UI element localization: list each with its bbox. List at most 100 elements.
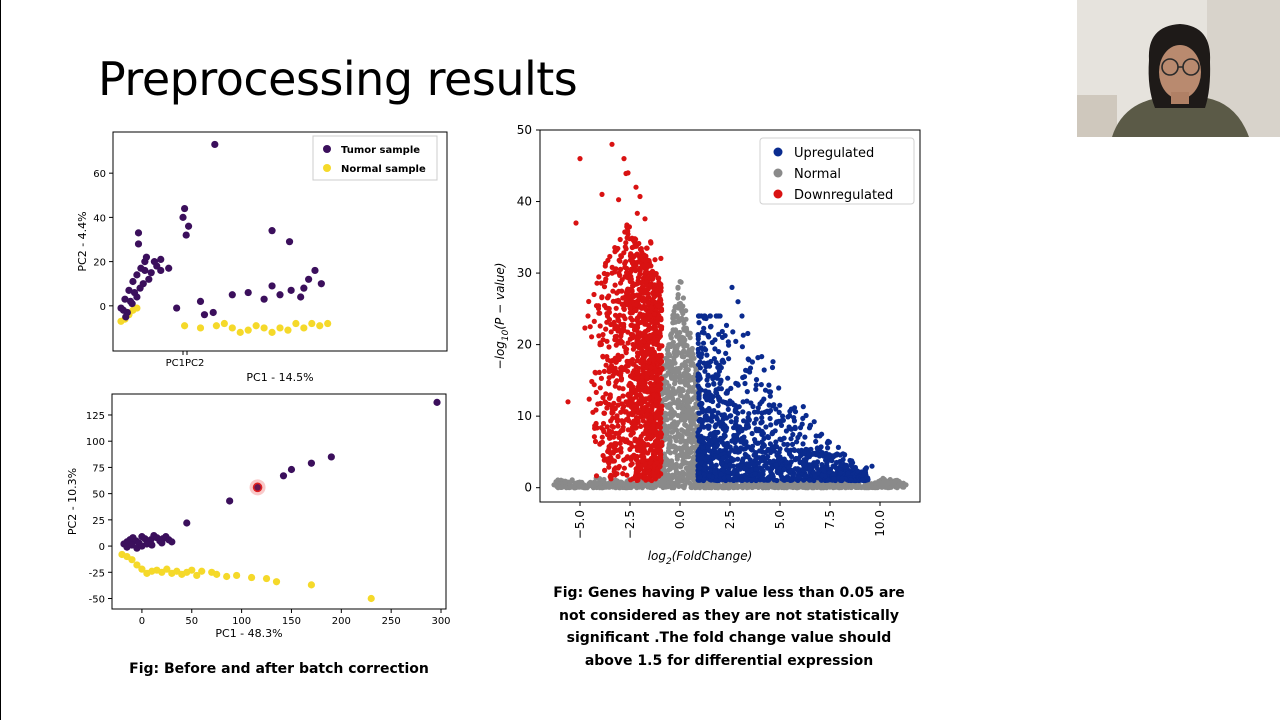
data-point — [138, 565, 146, 573]
data-point — [742, 380, 748, 387]
data-point — [590, 481, 596, 488]
data-point — [758, 481, 764, 487]
data-point — [629, 461, 635, 467]
data-point — [835, 444, 841, 450]
data-point — [696, 410, 702, 416]
data-point — [633, 302, 639, 308]
data-point — [133, 561, 141, 569]
data-point — [642, 398, 648, 404]
data-point — [709, 395, 715, 401]
data-point — [209, 308, 217, 317]
data-point — [744, 389, 750, 395]
data-point — [665, 484, 671, 490]
data-point — [695, 332, 701, 338]
data-point — [671, 355, 677, 361]
data-point — [741, 483, 747, 489]
data-point — [747, 365, 754, 371]
data-point — [789, 441, 796, 447]
data-point — [701, 435, 707, 441]
data-point — [855, 468, 861, 474]
data-point — [619, 326, 625, 333]
data-point — [119, 306, 127, 314]
data-point — [645, 406, 651, 413]
data-point — [695, 429, 701, 435]
data-point — [712, 346, 718, 352]
data-point — [741, 441, 747, 447]
data-point — [252, 322, 260, 330]
data-point — [764, 455, 770, 461]
data-point — [690, 374, 696, 381]
data-point — [726, 484, 732, 491]
data-point — [596, 333, 602, 339]
data-point — [732, 403, 739, 409]
data-point — [141, 266, 149, 275]
data-point — [698, 418, 704, 424]
data-point — [775, 485, 781, 491]
data-point — [616, 318, 622, 324]
data-point — [196, 297, 205, 306]
data-point — [720, 399, 726, 405]
data-point — [681, 398, 687, 404]
data-point — [620, 471, 626, 477]
data-point — [593, 473, 600, 479]
data-point — [623, 350, 629, 356]
data-point — [700, 445, 706, 451]
data-point — [641, 447, 647, 453]
data-point — [673, 479, 679, 485]
data-point — [776, 418, 782, 424]
data-point — [606, 379, 612, 385]
data-point — [753, 416, 759, 422]
data-point — [626, 412, 632, 418]
data-point — [801, 484, 807, 490]
data-point — [621, 457, 627, 463]
data-point — [729, 438, 735, 444]
data-point — [668, 332, 674, 338]
data-point — [757, 401, 763, 407]
data-point — [587, 324, 593, 330]
data-point — [649, 386, 656, 393]
data-point — [805, 484, 811, 490]
data-point — [599, 434, 605, 440]
legend-box — [312, 135, 438, 181]
data-point — [147, 269, 155, 277]
data-point — [717, 419, 723, 425]
data-point — [667, 360, 673, 366]
data-point — [768, 472, 775, 478]
data-point — [808, 446, 814, 452]
data-point — [655, 424, 661, 430]
data-point — [168, 538, 176, 546]
legend-marker — [773, 168, 783, 178]
data-point — [117, 317, 125, 325]
data-point — [285, 238, 294, 246]
data-point — [627, 336, 633, 342]
data-point — [831, 476, 837, 482]
data-point — [752, 471, 758, 477]
data-point — [893, 477, 899, 484]
data-point — [276, 324, 284, 332]
data-point — [272, 578, 281, 586]
data-point — [683, 316, 689, 322]
data-point — [630, 410, 637, 416]
data-point — [704, 352, 710, 358]
data-point — [707, 313, 713, 319]
data-point — [757, 448, 763, 454]
data-point — [778, 422, 785, 428]
data-point — [628, 268, 634, 274]
data-point — [794, 485, 800, 491]
data-point — [674, 453, 680, 459]
data-point — [635, 351, 641, 357]
data-point — [610, 457, 616, 464]
data-point — [669, 485, 675, 491]
person-face — [1159, 45, 1201, 99]
data-point — [833, 465, 839, 471]
data-point — [608, 450, 614, 457]
legend-label: Normal sample — [341, 164, 426, 175]
data-point — [638, 246, 644, 252]
data-point — [739, 458, 746, 464]
data-point — [624, 437, 630, 443]
data-point — [702, 482, 708, 488]
data-point — [753, 466, 759, 472]
data-point — [849, 458, 855, 464]
data-point — [629, 244, 635, 251]
data-point — [657, 463, 663, 470]
